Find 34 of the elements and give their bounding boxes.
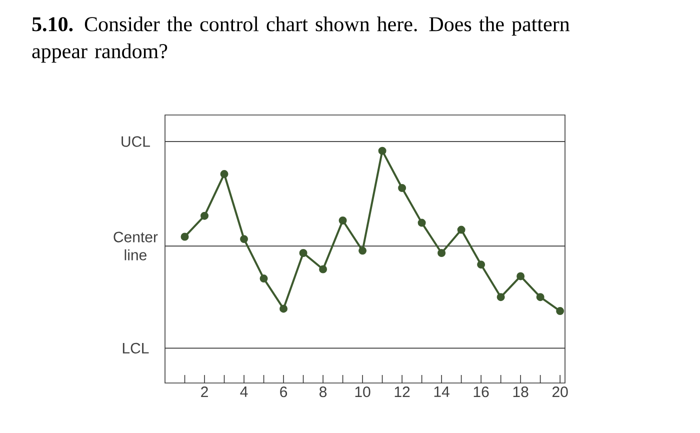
point [378, 146, 386, 155]
x-tick-label: 2 [201, 386, 208, 398]
point [180, 232, 189, 241]
x-tick-label: 10 [355, 386, 370, 398]
x-tick-label: 12 [394, 386, 410, 398]
x-tick-label: 6 [280, 386, 288, 398]
point [457, 226, 466, 234]
ref-line-label: Center line [114, 232, 158, 260]
point [398, 184, 406, 192]
chart-title: 5.10. Consider the control chart shown here. Does the pattern appear random? [32, 16, 570, 63]
point [220, 170, 228, 178]
x-tick-label: 16 [474, 386, 489, 398]
point [280, 304, 288, 313]
x-tick-label: 4 [240, 386, 248, 397]
point [418, 218, 426, 227]
point [260, 274, 268, 283]
point [358, 246, 367, 255]
x-tick-label: 20 [552, 386, 568, 398]
ref-line-label: LCL [122, 342, 149, 354]
point [338, 216, 347, 224]
point [299, 248, 308, 257]
point [556, 307, 564, 316]
x-tick-label: 8 [320, 386, 327, 398]
point [319, 265, 328, 274]
point [516, 272, 525, 280]
point [240, 235, 248, 244]
point [536, 293, 544, 302]
point [496, 293, 505, 302]
point [200, 212, 209, 220]
point [477, 260, 486, 269]
ref-line-label: UCL [122, 136, 150, 147]
x-tick-label: 18 [513, 386, 528, 398]
x-tick-label: 14 [434, 386, 450, 397]
point [438, 248, 446, 257]
